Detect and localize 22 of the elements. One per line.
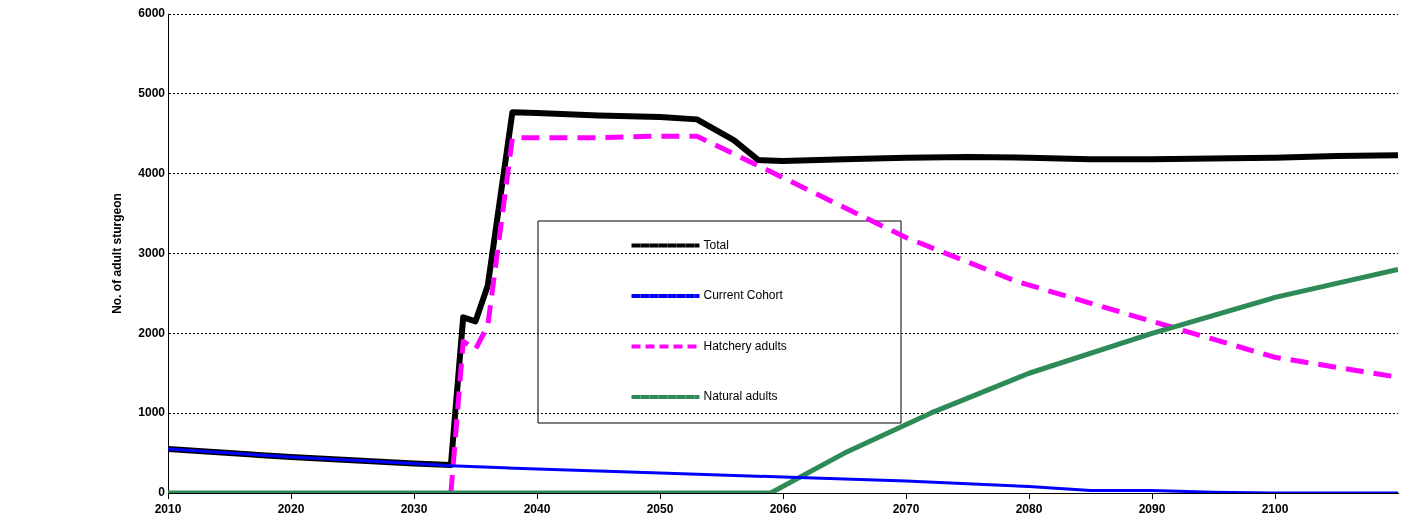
x-tick-label: 2040 bbox=[523, 501, 551, 516]
y-tick-label: 5000 bbox=[138, 86, 166, 101]
y-axis-title: No. of adult sturgeon bbox=[110, 193, 125, 314]
x-tick-label: 2030 bbox=[400, 501, 428, 516]
y-tick-label: 4000 bbox=[138, 165, 166, 180]
y-tick-label: 2000 bbox=[138, 325, 166, 340]
y-tick-label: 3000 bbox=[138, 245, 166, 260]
x-tick-label: 2010 bbox=[154, 501, 182, 516]
x-tick-label: 2060 bbox=[769, 501, 797, 516]
x-tick-label: 2090 bbox=[1138, 501, 1166, 516]
y-tick-label: 0 bbox=[158, 485, 166, 500]
x-tick-label: 2050 bbox=[646, 501, 674, 516]
y-tick-label: 1000 bbox=[138, 405, 166, 420]
legend-label: Current Cohort bbox=[703, 288, 784, 303]
legend-label: Natural adults bbox=[703, 389, 778, 404]
legend-label: Total bbox=[703, 237, 729, 252]
x-tick-label: 2100 bbox=[1261, 501, 1289, 516]
x-tick-label: 2070 bbox=[892, 501, 920, 516]
x-tick-label: 2020 bbox=[277, 501, 305, 516]
legend-label: Hatchery adults bbox=[703, 338, 787, 353]
y-tick-label: 6000 bbox=[138, 6, 166, 21]
x-tick-label: 2080 bbox=[1015, 501, 1043, 516]
